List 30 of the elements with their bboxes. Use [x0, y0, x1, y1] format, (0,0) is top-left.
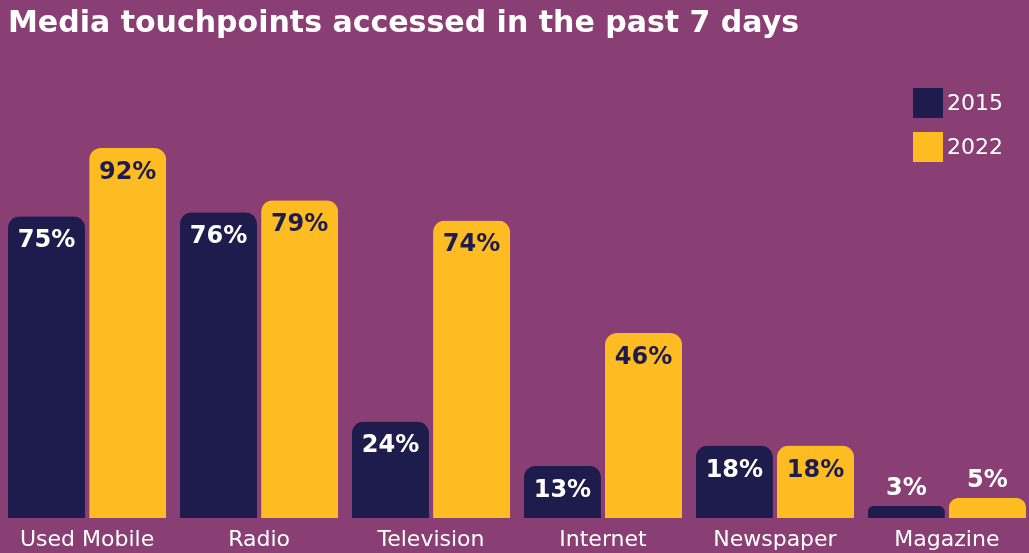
bar — [948, 497, 1026, 518]
data-label: 74% — [442, 229, 501, 258]
data-label: 3% — [885, 472, 927, 501]
bar — [89, 148, 167, 518]
data-label: 92% — [98, 157, 157, 185]
x-tick-label: Used Mobile — [19, 525, 155, 551]
x-tick-label: Internet — [559, 525, 648, 551]
bar — [351, 421, 429, 518]
data-label: 13% — [533, 474, 592, 503]
data-label: 24% — [361, 430, 420, 459]
bar — [261, 200, 339, 518]
bar — [605, 333, 683, 518]
bar — [867, 505, 945, 518]
data-label: 5% — [967, 464, 1008, 493]
x-tick-label: Magazine — [894, 525, 1000, 551]
data-label: 18% — [705, 454, 764, 483]
x-tick-label: Newspaper — [713, 525, 838, 551]
data-label: 76% — [189, 221, 248, 250]
x-tick-label: Radio — [228, 525, 290, 551]
chart-title: Media touchpoints accessed in the past 7 days — [8, 4, 800, 39]
bar — [8, 216, 86, 518]
legend-label: 2015 — [947, 90, 1003, 115]
data-label: 46% — [614, 342, 673, 370]
x-tick-label: Television — [376, 525, 485, 551]
bar — [179, 212, 258, 518]
bar — [433, 220, 511, 518]
legend-label: 2022 — [947, 134, 1003, 159]
data-label: 79% — [270, 209, 329, 238]
data-label: 18% — [786, 454, 845, 483]
data-label: 75% — [17, 225, 76, 254]
